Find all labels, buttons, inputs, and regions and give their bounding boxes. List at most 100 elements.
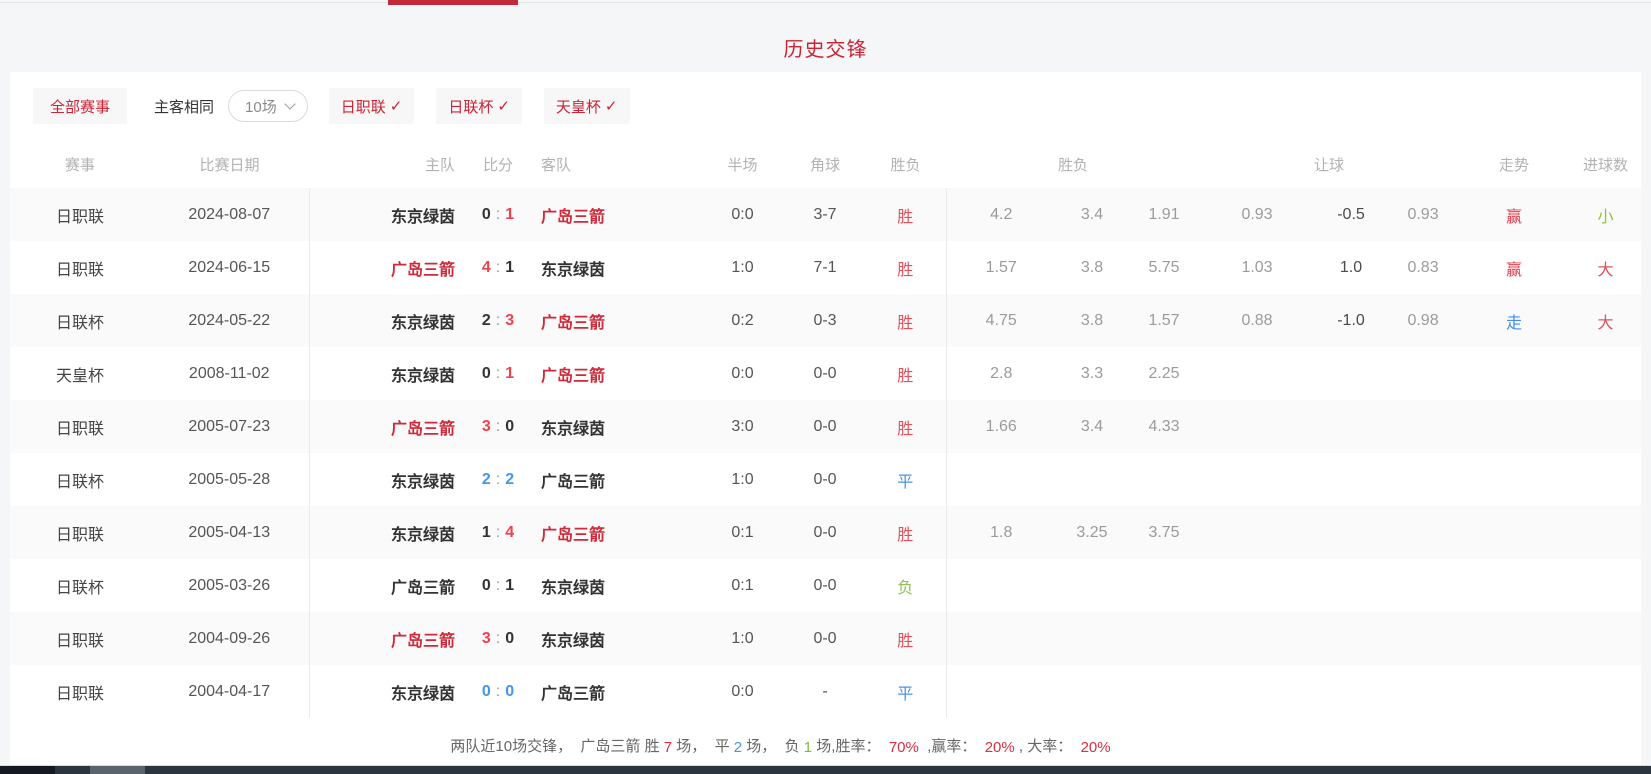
summary-line: 两队近10场交锋， 广岛三箭 胜 7 场， 平 2 场， 负 1 场,胜率： 7… bbox=[10, 718, 1641, 765]
summary-stat-value: 2 bbox=[733, 739, 743, 756]
handicap-odds-cell: 0.83 bbox=[1407, 258, 1439, 276]
filter-same-venue-toggle[interactable]: 主客相同 bbox=[154, 98, 215, 116]
win-draw-lose-odds-cell bbox=[1128, 612, 1200, 665]
win-draw-lose-odds-cell: 3.8 bbox=[1080, 258, 1104, 276]
header-home-team: 主队 bbox=[424, 156, 455, 174]
win-draw-lose-odds-cell: 3.4 bbox=[1080, 417, 1104, 435]
win-draw-lose-odds-cell: 3.8 bbox=[1080, 311, 1104, 329]
league-filter-button[interactable]: 日职联 ✓ bbox=[328, 88, 415, 124]
win-draw-lose-odds-cell: 4.2 bbox=[990, 205, 1013, 223]
score-cell: 3:0 bbox=[465, 400, 531, 453]
result-cell: 胜 bbox=[865, 612, 947, 665]
handicap-odds-cell bbox=[1388, 612, 1458, 665]
home-goals: 4 bbox=[481, 258, 491, 276]
half-time-cell: 0:1 bbox=[731, 576, 754, 594]
league-filter-button[interactable]: 日联杯 ✓ bbox=[436, 88, 522, 124]
score-separator: : bbox=[495, 682, 501, 700]
handicap-odds-cell: 0.88 bbox=[1241, 311, 1273, 329]
scrollbar-thumb[interactable] bbox=[90, 766, 145, 774]
score-cell: 3:0 bbox=[465, 612, 531, 665]
half-time-cell: 0:1 bbox=[731, 523, 754, 541]
score-separator: : bbox=[495, 576, 501, 594]
away-team-cell: 东京绿茵 bbox=[541, 420, 606, 438]
score-separator: : bbox=[495, 629, 501, 647]
result-cell: 胜 bbox=[865, 506, 947, 559]
home-team-cell: 东京绿茵 bbox=[390, 314, 455, 332]
summary-text: 场， 平 bbox=[672, 738, 734, 755]
summary-text: 两队近10场交锋， 广岛三箭 胜 bbox=[450, 738, 664, 755]
league-cell: 日职联 bbox=[55, 526, 104, 544]
handicap-odds-cell bbox=[1388, 453, 1458, 506]
active-tab-indicator[interactable] bbox=[388, 0, 518, 5]
summary-text: 场， 负 bbox=[742, 738, 804, 755]
league-cell: 日联杯 bbox=[55, 314, 104, 332]
score-separator: : bbox=[495, 523, 501, 541]
league-filter-button[interactable]: 天皇杯 ✓ bbox=[543, 88, 630, 124]
handicap-odds-cell bbox=[1200, 453, 1314, 506]
score-cell: 0:1 bbox=[465, 559, 531, 612]
win-draw-lose-odds-cell: 1.57 bbox=[985, 258, 1017, 276]
home-goals: 1 bbox=[481, 523, 491, 541]
trend-cell: 走 bbox=[1506, 314, 1523, 332]
header-corners: 角球 bbox=[809, 156, 840, 174]
header-goals-total: 进球数 bbox=[1583, 156, 1629, 174]
score-cell: 0:1 bbox=[465, 347, 531, 400]
home-team-cell: 广岛三箭 bbox=[390, 632, 455, 650]
goals-total-cell bbox=[1570, 453, 1641, 506]
handicap-odds-cell bbox=[1314, 559, 1388, 612]
half-time-cell: 1:0 bbox=[731, 629, 754, 647]
summary-stat-value: 1 bbox=[803, 739, 813, 756]
win-draw-lose-odds-cell bbox=[1128, 453, 1200, 506]
date-cell: 2024-05-22 bbox=[150, 294, 310, 347]
goals-total-cell: 小 bbox=[1597, 208, 1614, 226]
trend-cell bbox=[1458, 400, 1570, 453]
away-goals: 0 bbox=[505, 629, 515, 647]
date-cell: 2008-11-02 bbox=[150, 347, 310, 400]
win-draw-lose-odds-cell bbox=[1056, 612, 1128, 665]
win-draw-lose-odds-cell: 3.4 bbox=[1080, 205, 1104, 223]
summary-stat-value: 20% bbox=[1080, 739, 1111, 756]
handicap-odds-cell bbox=[1314, 347, 1388, 400]
table-row: 天皇杯 2008-11-02 东京绿茵 0:1 广岛三箭 0:0 0-0 胜 2.8 3.3 2.2… bbox=[10, 347, 1641, 400]
handicap-odds-cell: 1.03 bbox=[1241, 258, 1273, 276]
goals-total-cell bbox=[1570, 506, 1641, 559]
summary-text: , 大率： bbox=[1014, 738, 1081, 755]
table-row: 日职联 2005-07-23 广岛三箭 3:0 东京绿茵 3:0 0-0 胜 1.66 3.4 4.… bbox=[10, 400, 1642, 453]
date-cell: 2005-03-26 bbox=[150, 559, 310, 612]
away-team-cell: 广岛三箭 bbox=[541, 526, 606, 544]
filter-bar: 全部赛事 主客相同 10场 日职联 ✓ 日联杯 ✓ 天皇杯 ✓ bbox=[10, 72, 1641, 124]
result-cell: 胜 bbox=[865, 294, 947, 347]
handicap-odds-cell bbox=[1388, 347, 1458, 400]
win-draw-lose-odds-cell: 3.3 bbox=[1080, 364, 1104, 382]
win-draw-lose-odds-cell bbox=[946, 612, 1056, 665]
summary-text: 场,胜率： bbox=[812, 738, 889, 755]
home-goals: 0 bbox=[481, 364, 491, 382]
table-row: 日联杯 2005-05-28 东京绿茵 2:2 广岛三箭 1:0 0-0 平 bbox=[10, 453, 1641, 506]
match-count-select[interactable]: 10场 bbox=[228, 90, 308, 122]
home-team-cell: 东京绿茵 bbox=[390, 685, 455, 703]
handicap-odds-cell bbox=[1388, 400, 1458, 453]
win-draw-lose-odds-cell: 3.75 bbox=[1148, 523, 1180, 541]
header-away-team: 客队 bbox=[541, 156, 572, 174]
handicap-odds-cell bbox=[1388, 559, 1458, 612]
header-win-draw-lose-odds: 胜负 bbox=[1058, 156, 1089, 174]
half-time-cell: 0:0 bbox=[731, 205, 754, 223]
home-team-cell: 东京绿茵 bbox=[390, 208, 455, 226]
date-cell: 2024-08-07 bbox=[150, 188, 310, 241]
home-team-cell: 广岛三箭 bbox=[390, 261, 455, 279]
league-filter-label: 天皇杯 bbox=[555, 98, 601, 116]
handicap-odds-cell bbox=[1314, 453, 1388, 506]
handicap-odds-cell bbox=[1200, 506, 1314, 559]
history-table: 赛事 比赛日期 主队 比分 客队 半场 角球 胜负 胜负 让球 走势 进球数 日… bbox=[10, 140, 1642, 718]
filter-all-events-button[interactable]: 全部赛事 bbox=[33, 88, 128, 124]
win-draw-lose-odds-cell bbox=[1128, 665, 1200, 718]
table-header-row: 赛事 比赛日期 主队 比分 客队 半场 角球 胜负 胜负 让球 走势 进球数 bbox=[10, 140, 1641, 188]
page-title: 历史交锋 bbox=[783, 39, 868, 61]
away-goals: 1 bbox=[505, 576, 515, 594]
trend-cell: 赢 bbox=[1506, 261, 1523, 279]
league-cell: 日职联 bbox=[55, 261, 104, 279]
away-team-cell: 广岛三箭 bbox=[541, 367, 606, 385]
check-icon: ✓ bbox=[604, 98, 618, 115]
league-cell: 天皇杯 bbox=[55, 367, 104, 385]
score-separator: : bbox=[495, 417, 501, 435]
